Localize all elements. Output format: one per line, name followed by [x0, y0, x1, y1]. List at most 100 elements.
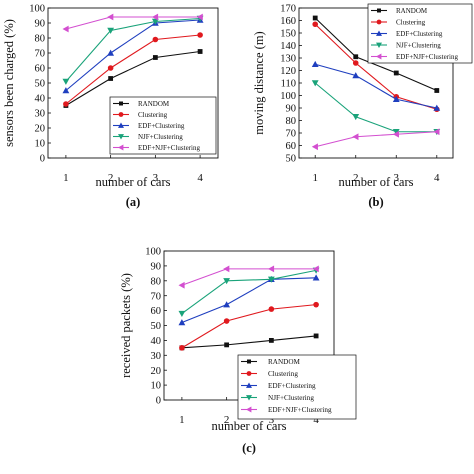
data-point [352, 72, 360, 79]
y-tick-label: 70 [286, 129, 297, 140]
series-random [179, 333, 319, 351]
x-tick-label: 4 [313, 414, 319, 426]
y-axis-label: moving distance (m) [252, 31, 266, 134]
data-point [196, 13, 203, 21]
series-line [314, 17, 438, 92]
y-tick-label: 50 [286, 154, 297, 165]
data-point [179, 345, 185, 351]
data-point [223, 265, 230, 273]
y-tick-label: 90 [35, 19, 46, 30]
y-tick-label: 30 [151, 351, 162, 362]
series-line [181, 268, 317, 286]
y-tick-label: 60 [35, 64, 46, 75]
y-tick-label: 40 [151, 336, 162, 347]
y-tick-label: 90 [286, 104, 297, 115]
y-tick-label: 70 [151, 291, 162, 302]
y-tick-label: 90 [151, 262, 162, 273]
data-point [152, 55, 158, 60]
y-tick-label: 160 [280, 16, 296, 27]
legend-marker [118, 144, 124, 151]
data-point [63, 101, 69, 107]
y-tick-label: 30 [35, 109, 46, 120]
panel-label: (b) [368, 195, 383, 209]
series-njf-clustering [311, 80, 441, 136]
data-point [268, 338, 274, 343]
y-axis-label: sensors been charged (%) [2, 19, 16, 147]
y-tick-label: 110 [281, 79, 296, 90]
data-point [312, 15, 318, 21]
data-point [267, 265, 275, 273]
series-line [65, 19, 201, 91]
series-edf-njf-clustering [311, 128, 440, 151]
data-point [62, 25, 69, 33]
legend-marker [247, 359, 251, 364]
data-point [392, 129, 400, 136]
legend-label: RANDOM [268, 358, 301, 366]
legend-marker [246, 395, 252, 401]
y-tick-label: 70 [35, 49, 46, 60]
data-point [392, 130, 399, 138]
x-tick-label: 3 [394, 172, 400, 184]
x-tick-label: 2 [353, 172, 359, 184]
legend: RANDOM Clustering EDF+Clustering NJF+Cluste… [367, 3, 473, 64]
x-tick-label: 3 [153, 172, 159, 184]
data-point [223, 278, 231, 285]
y-tick-label: 80 [35, 34, 46, 45]
data-point [433, 104, 441, 111]
x-tick-label: 4 [434, 172, 440, 184]
legend-label: RANDOM [138, 100, 170, 108]
legend-label: NJF+Clustering [138, 133, 183, 141]
series-line [181, 277, 317, 324]
y-tick-label: 0 [156, 396, 161, 407]
data-point [311, 60, 319, 67]
data-point [223, 301, 231, 308]
y-tick-label: 100 [280, 91, 296, 102]
x-tick-label: 1 [63, 172, 69, 184]
legend-marker [246, 382, 252, 388]
data-point [197, 32, 203, 38]
data-point [311, 143, 318, 151]
series-clustering [179, 301, 319, 351]
y-tick-label: 40 [35, 94, 46, 105]
legend-marker [246, 406, 252, 413]
data-point [197, 49, 203, 54]
data-point [108, 76, 114, 81]
series-line [315, 131, 437, 148]
data-point [268, 306, 275, 312]
data-point [62, 78, 70, 85]
legend-label: RANDOM [396, 7, 428, 15]
series-line [181, 304, 317, 349]
x-axis-label: number of cars [96, 175, 171, 189]
y-tick-label: 150 [280, 29, 296, 40]
legend-label: NJF+Clustering [268, 394, 314, 402]
legend-marker [118, 112, 124, 117]
data-point [312, 274, 320, 281]
data-point [393, 70, 399, 76]
legend-label: Clustering [138, 111, 168, 119]
data-point [107, 49, 115, 56]
y-tick-label: 100 [145, 247, 161, 258]
y-tick-label: 50 [151, 321, 162, 332]
legend-label: EDF+Clustering [396, 30, 443, 38]
data-point [311, 80, 319, 87]
legend-label: EDF+Clustering [268, 382, 316, 390]
y-tick-label: 60 [286, 141, 297, 152]
panel-label: (c) [242, 441, 256, 455]
data-point [392, 95, 400, 102]
data-point [312, 21, 319, 28]
y-tick-label: 80 [151, 276, 162, 287]
legend-marker [246, 371, 252, 376]
data-point [352, 133, 359, 141]
y-axis-label: received packets (%) [119, 273, 133, 378]
series-edf-clustering [62, 16, 204, 94]
data-point [434, 88, 440, 93]
series-clustering [63, 32, 203, 107]
series-edf-clustering [311, 60, 441, 111]
chart-panel-a: 0 10 20 30 40 50 60 70 80 90 100 1 2 3 4 number of cars… [2, 4, 219, 209]
y-tick-label: 50 [35, 79, 46, 90]
data-point [178, 319, 186, 326]
series-edf-clustering [178, 274, 320, 326]
legend-label: EDF+NJF+Clustering [268, 406, 332, 414]
legend-label: Clustering [396, 19, 426, 27]
